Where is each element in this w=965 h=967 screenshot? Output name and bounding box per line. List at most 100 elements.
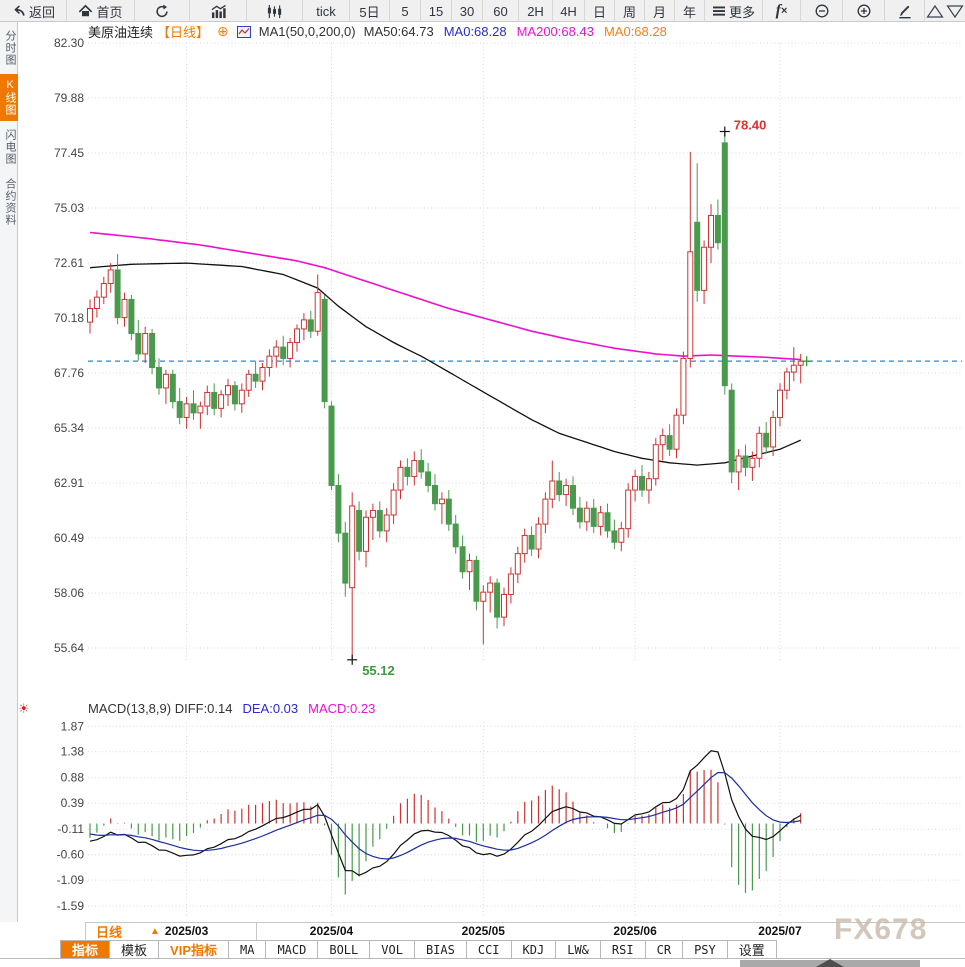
macd-y-axis-tick: 1.87 <box>61 719 85 733</box>
candle-body <box>777 389 783 418</box>
candle-body <box>659 435 666 446</box>
interval-month-button-label: 月 <box>652 4 666 20</box>
candle-body <box>176 401 183 418</box>
y-axis-tick: 75.03 <box>54 201 84 215</box>
candle-body <box>369 509 376 518</box>
candle-body <box>321 298 328 403</box>
candle-body <box>501 593 507 618</box>
indicator-tabs: 指标 模板 VIP指标 MA MACD BOLL VOL BIAS CCI KDJ LW& RSI CR… <box>0 940 965 959</box>
candle-body <box>107 269 114 285</box>
candle-body <box>514 553 521 575</box>
tab-bias[interactable]: BIAS <box>414 940 467 958</box>
chart-type-bar-button[interactable] <box>190 0 247 22</box>
candle-body <box>618 528 625 543</box>
interval-2h-button[interactable]: 2H <box>519 0 553 22</box>
zoom-in-button[interactable] <box>843 0 885 22</box>
interval-month-button[interactable]: 月 <box>645 0 675 22</box>
panel-up-button[interactable] <box>925 0 945 22</box>
tab-settings[interactable]: 设置 <box>727 940 777 958</box>
candle-body <box>225 385 231 396</box>
candle-body <box>507 573 514 595</box>
zoom-out-icon <box>814 3 830 19</box>
candle-body <box>763 432 770 448</box>
macd-y-axis-tick: -1.59 <box>57 899 85 913</box>
candle-body <box>549 480 556 500</box>
candle-body <box>756 432 763 459</box>
tab-rsi[interactable]: RSI <box>600 940 646 958</box>
interval-tick-button[interactable]: tick <box>303 0 350 22</box>
macd-y-axis-tick: 0.88 <box>61 771 85 785</box>
tab-vip-indicator[interactable]: VIP指标 <box>159 940 229 958</box>
candle-body <box>645 478 652 491</box>
tab-vol[interactable]: VOL <box>370 940 415 958</box>
indicator-settings-icon[interactable]: ☀ <box>18 701 30 716</box>
home-button[interactable]: 首页 <box>67 0 135 22</box>
candle-body <box>583 507 590 523</box>
interval-4h-button[interactable]: 4H <box>553 0 585 22</box>
y-axis-tick: 72.61 <box>54 256 84 270</box>
interval-5-button[interactable]: 5 <box>390 0 421 22</box>
interval-60-button[interactable]: 60 <box>483 0 519 22</box>
more-button[interactable]: 更多 <box>705 0 763 22</box>
tab-psy[interactable]: PSY <box>683 940 728 958</box>
x-axis-label: 2025/07 <box>758 924 802 938</box>
interval-30-button[interactable]: 30 <box>452 0 483 22</box>
candle-body <box>570 485 576 509</box>
y-axis-tick: 79.88 <box>54 91 84 105</box>
interval-2h-button-label: 2H <box>527 3 544 19</box>
candle-body <box>169 373 176 403</box>
draw-button[interactable] <box>885 0 925 22</box>
candle-body <box>452 523 459 548</box>
candle-body <box>314 292 321 332</box>
add-indicator-icon[interactable]: ⊕ <box>217 23 229 39</box>
panel-down-button[interactable] <box>945 0 965 22</box>
candle-body <box>135 332 142 355</box>
candle-body <box>211 391 218 409</box>
tab-template[interactable]: 模板 <box>110 940 160 958</box>
tab-ma[interactable]: MA <box>229 940 267 958</box>
candle-body <box>783 371 790 391</box>
candle-body <box>680 357 687 416</box>
indicator-fx-button[interactable]: f × <box>763 0 801 22</box>
chart-type-sidebar: 分时图 K线图闪电图合约资料 <box>0 22 18 922</box>
y-axis-tick: 67.76 <box>54 366 84 380</box>
timeframe-label: 日线 <box>96 924 123 940</box>
chart-canvas[interactable]: 82.30 79.88 77.45 75.03 72.61 70.18 67.76 65.34… <box>18 22 965 922</box>
sidebar-tab-kline-chart[interactable]: K线图 <box>0 74 18 121</box>
interval-5d-button[interactable]: 5日 <box>350 0 390 22</box>
panel-expand-arrow-icon[interactable] <box>816 959 844 967</box>
chart-type-candle-button[interactable] <box>247 0 303 22</box>
interval-15-button[interactable]: 15 <box>421 0 452 22</box>
candle-body <box>528 534 535 550</box>
sidebar-tab-time-chart[interactable]: 分时图 <box>4 30 16 66</box>
tab-indicator[interactable]: 指标 <box>60 940 111 958</box>
timeframe-selector[interactable]: 日线 ▲ <box>85 922 257 940</box>
candle-body <box>714 214 721 244</box>
candle-body <box>466 559 473 573</box>
more-icon <box>712 5 726 17</box>
tab-lw[interactable]: LW& <box>556 940 601 958</box>
tab-boll[interactable]: BOLL <box>318 940 371 958</box>
tab-cr[interactable]: CR <box>645 940 684 958</box>
x-axis-label: 2025/03 <box>164 924 209 938</box>
sidebar-tab-contract-info[interactable]: 合约资料 <box>4 178 16 226</box>
interval-year-button[interactable]: 年 <box>675 0 705 22</box>
sidebar-tab-flash-chart[interactable]: 闪电图 <box>4 129 16 165</box>
interval-week-button[interactable]: 周 <box>615 0 645 22</box>
candle-body <box>300 319 307 330</box>
zoom-out-button[interactable] <box>801 0 843 22</box>
candle-body <box>480 591 487 602</box>
candle-body <box>632 475 639 491</box>
candle-body <box>590 507 597 527</box>
candle-body <box>576 507 583 523</box>
tab-kdj[interactable]: KDJ <box>511 940 557 958</box>
interval-5-button-label: 5 <box>401 3 409 19</box>
back-button[interactable]: 返回 <box>0 0 67 22</box>
candle-body <box>797 360 804 366</box>
refresh-button[interactable] <box>135 0 190 22</box>
interval-4h-button-label: 4H <box>560 3 577 19</box>
candle-body <box>121 298 128 319</box>
tab-cci[interactable]: CCI <box>466 940 512 958</box>
interval-day-button[interactable]: 日 <box>585 0 615 22</box>
tab-macd[interactable]: MACD <box>266 940 319 958</box>
